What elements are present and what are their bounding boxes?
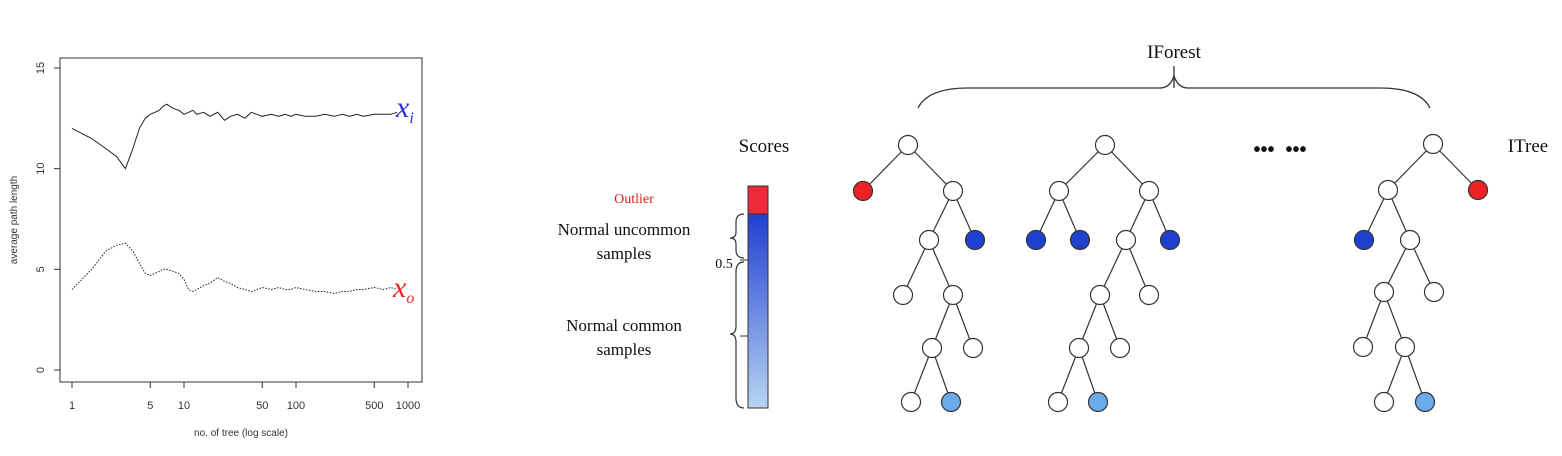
- series-lines: [71, 103, 398, 295]
- itree-3: [1352, 133, 1489, 413]
- common-label-line2: samples: [597, 340, 652, 359]
- x-tick-label: 10: [178, 400, 190, 412]
- tree-edge: [902, 239, 930, 296]
- score-bar-normal: [747, 213, 769, 409]
- x-axis-label: no. of tree (log scale): [194, 428, 288, 439]
- tree-node: [897, 134, 919, 156]
- common-leaf: [1414, 391, 1436, 413]
- score-half-label: 0.5: [715, 257, 733, 272]
- tree-node: [962, 337, 984, 359]
- tree-node: [1373, 391, 1395, 413]
- tree-edge: [907, 144, 954, 192]
- itree-group: [852, 133, 1489, 413]
- uncommon-leaf: [1069, 229, 1091, 251]
- series-label-xo-sub: o: [406, 290, 414, 307]
- forest-label: IForest: [1147, 42, 1202, 63]
- x-tick-label: 1000: [396, 400, 420, 412]
- tree-node: [1109, 337, 1131, 359]
- series-label-xo-main: x: [392, 271, 407, 304]
- x-tick-label: 5: [147, 400, 153, 412]
- tree-node: [1115, 229, 1137, 251]
- tree-node: [1422, 133, 1444, 155]
- tree-node: [1352, 336, 1374, 358]
- score-bar-outlier: [747, 185, 769, 215]
- x-tick-label: 1: [69, 400, 75, 412]
- y-tick-label: 5: [35, 266, 47, 272]
- tree-node: [1423, 281, 1445, 303]
- ellipsis: ••• •••: [1253, 139, 1306, 161]
- y-tick-label: 0: [35, 367, 47, 373]
- tree-node: [1089, 284, 1111, 306]
- uncommon-leaf: [964, 229, 986, 251]
- tree-node: [1068, 337, 1090, 359]
- itree-2: [1025, 134, 1181, 413]
- series-label-xo: xo: [392, 271, 414, 307]
- tree-edge: [1058, 144, 1106, 192]
- tree-node: [1373, 281, 1395, 303]
- common-leaf: [1087, 391, 1109, 413]
- plot-frame: [59, 57, 423, 383]
- tree-node: [1094, 134, 1116, 156]
- tree-node: [900, 391, 922, 413]
- uncommon-leaf: [1159, 229, 1181, 251]
- tree-node: [1377, 179, 1399, 201]
- outlier-leaf: [852, 180, 874, 202]
- series-label-xi-sub: i: [409, 110, 413, 127]
- common-brace: [729, 261, 745, 409]
- tree-node: [942, 180, 964, 202]
- x-axis: 1 5 10 50 100 500 1000: [69, 382, 420, 412]
- tree-edge: [1099, 239, 1127, 296]
- outlier-label: Outlier: [614, 192, 654, 207]
- x-tick-label: 500: [365, 400, 383, 412]
- tree-node: [1048, 180, 1070, 202]
- y-axis: 0 5 10 15: [35, 62, 60, 373]
- series-label-xi: xi: [395, 91, 414, 127]
- uncommon-brace: [729, 213, 745, 259]
- uncommon-leaf: [1025, 229, 1047, 251]
- uncommon-leaf: [1353, 229, 1375, 251]
- uncommon-label-line1: Normal uncommon: [558, 220, 691, 239]
- itree-1: [852, 134, 986, 413]
- scores-label: Scores: [739, 136, 790, 157]
- uncommon-label-line2: samples: [597, 244, 652, 263]
- tree-node: [1394, 336, 1416, 358]
- x-tick-label: 100: [287, 400, 305, 412]
- common-label-line1: Normal common: [566, 316, 682, 335]
- tree-edge: [1432, 143, 1479, 191]
- tree-node: [942, 284, 964, 306]
- tree-node: [921, 337, 943, 359]
- series-line-xi: [71, 103, 398, 170]
- tree-edge: [862, 144, 909, 192]
- tree-node: [1399, 229, 1421, 251]
- tree-edge: [1387, 143, 1434, 191]
- tree-node: [1138, 180, 1160, 202]
- y-tick-label: 10: [35, 163, 47, 175]
- y-axis-label: average path length: [9, 176, 20, 264]
- tree-node: [1138, 284, 1160, 306]
- series-line-xo: [71, 242, 398, 295]
- common-leaf: [940, 391, 962, 413]
- outlier-leaf: [1467, 179, 1489, 201]
- x-tick-label: 50: [256, 400, 268, 412]
- tree-node: [1047, 391, 1069, 413]
- tree-node: [918, 229, 940, 251]
- tree-edge: [1104, 144, 1150, 192]
- itree-label: ITree: [1508, 136, 1548, 157]
- tree-node: [892, 284, 914, 306]
- series-label-xi-main: x: [395, 91, 410, 124]
- y-tick-label: 15: [35, 62, 47, 74]
